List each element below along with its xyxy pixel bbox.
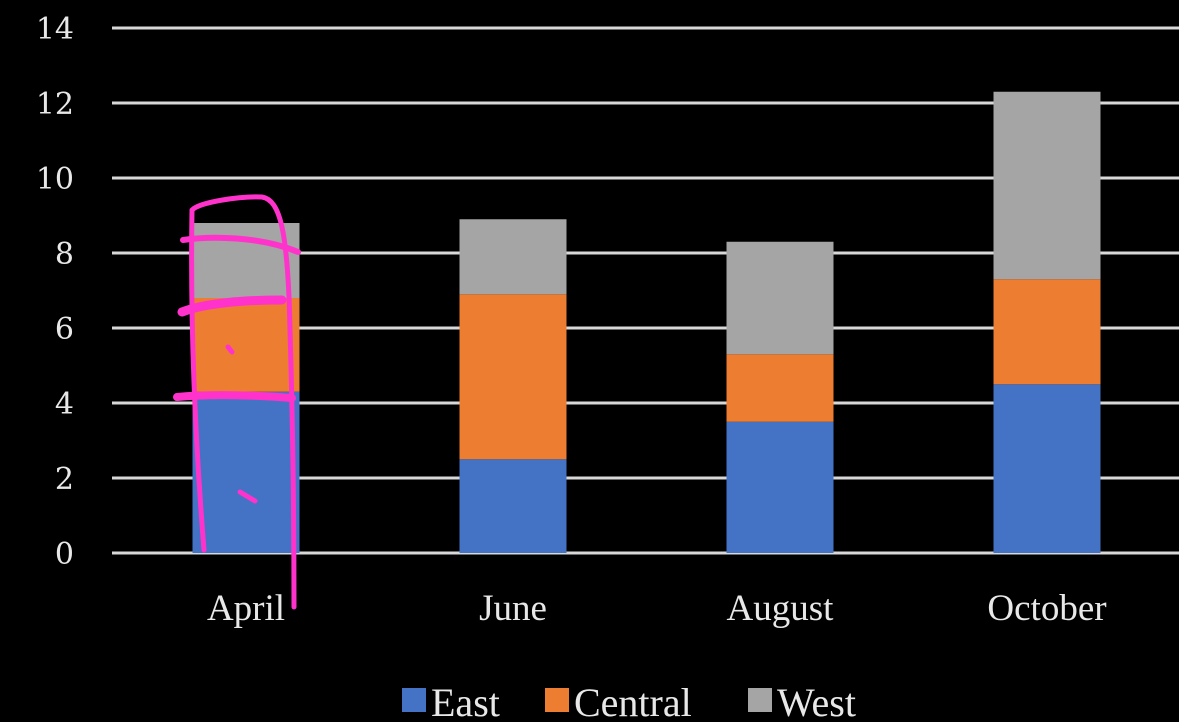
bar-central-october <box>993 279 1101 385</box>
y-tick-label: 6 <box>55 312 74 347</box>
x-category-label: April <box>207 588 285 629</box>
legend-label-west: West <box>777 680 856 722</box>
x-category-label: June <box>479 588 547 629</box>
legend: East Central West <box>402 680 856 722</box>
bar-east-april <box>192 391 300 553</box>
y-tick-label: 12 <box>36 87 74 122</box>
bar-east-october <box>993 384 1101 553</box>
y-tick-label: 4 <box>55 387 74 422</box>
legend-label-east: East <box>431 680 500 722</box>
y-tick-label: 2 <box>55 462 74 497</box>
legend-swatch-west <box>748 688 772 712</box>
legend-label-central: Central <box>574 680 692 722</box>
legend-swatch-central <box>545 688 569 712</box>
bar-central-august <box>726 354 834 422</box>
bars <box>192 91 1101 553</box>
bar-central-april <box>192 298 300 392</box>
annotation-line-middle <box>177 295 287 317</box>
bar-east-june <box>459 459 567 553</box>
bar-west-october <box>993 91 1101 280</box>
annotation-line-upper <box>180 234 301 255</box>
annotation-tick-2 <box>237 489 258 504</box>
y-tick-label: 0 <box>55 537 74 572</box>
legend-swatch-east <box>402 688 426 712</box>
y-tick-label: 14 <box>36 12 74 47</box>
bar-central-june <box>459 294 567 460</box>
annotation-loop <box>189 194 297 610</box>
annotation-line-lower <box>173 391 296 402</box>
x-category-label: August <box>727 588 835 629</box>
x-axis-category-labels: April June August October <box>207 588 1107 629</box>
annotation-tick-1 <box>225 344 235 355</box>
x-category-label: October <box>987 588 1106 629</box>
bar-east-august <box>726 421 834 553</box>
y-tick-label: 8 <box>55 237 74 272</box>
y-tick-label: 10 <box>36 162 74 197</box>
y-axis-tick-labels: 0 2 4 6 8 10 12 14 <box>36 12 74 572</box>
bar-west-august <box>726 241 834 355</box>
pink-handwritten-annotation <box>173 194 301 610</box>
bar-west-june <box>459 219 567 295</box>
